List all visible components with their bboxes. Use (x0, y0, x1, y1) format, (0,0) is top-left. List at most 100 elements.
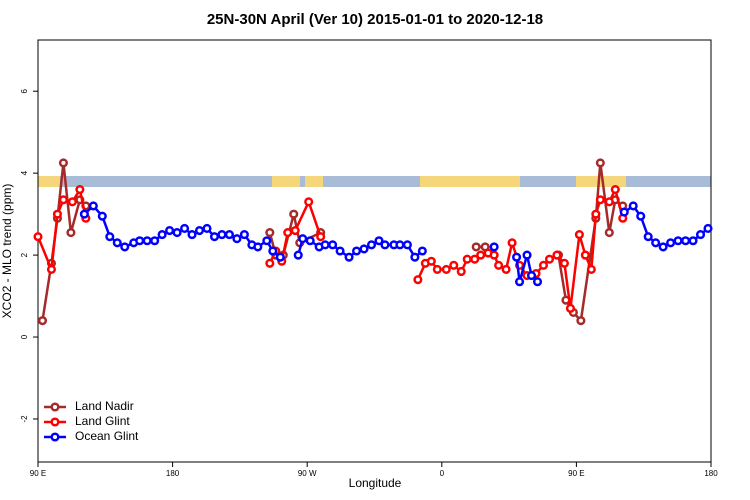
data-point (46, 264, 57, 274)
data-point (666, 238, 676, 248)
data-point (595, 158, 605, 168)
data-point (636, 211, 646, 221)
data-point (604, 197, 614, 207)
data-point (142, 236, 152, 246)
data-point (37, 316, 48, 326)
data-point (471, 242, 481, 252)
data-point (289, 209, 299, 219)
data-point (253, 242, 263, 252)
data-point (293, 250, 303, 260)
data-point (703, 223, 713, 234)
data-point (180, 223, 190, 234)
data-point (66, 228, 76, 238)
data-point (586, 264, 596, 274)
data-point (105, 232, 115, 242)
data-point (673, 236, 683, 246)
data-point (232, 234, 242, 244)
data-point (283, 228, 293, 238)
data-point (79, 209, 89, 219)
data-point (88, 201, 98, 211)
data-point (402, 240, 412, 250)
data-point (595, 195, 605, 205)
data-point (456, 266, 466, 277)
data-point (395, 240, 405, 250)
data-point (328, 240, 338, 250)
data-point (320, 240, 330, 250)
data-point (470, 254, 480, 264)
data-point (290, 225, 300, 236)
data-point (628, 201, 638, 211)
data-point (576, 316, 586, 326)
data-point (52, 209, 62, 219)
legend-marker (50, 417, 60, 427)
data-point (366, 240, 377, 250)
data-point (441, 264, 451, 274)
data-point (432, 264, 442, 274)
data-point (275, 252, 285, 262)
data-point (265, 258, 275, 268)
data-point (651, 238, 661, 248)
data-point (305, 236, 315, 246)
data-point (316, 232, 326, 242)
data-point (580, 250, 590, 260)
data-point (522, 250, 532, 260)
data-point (526, 271, 537, 281)
x-tick-label: 180 (704, 469, 718, 478)
data-point (449, 260, 459, 270)
y-tick-label: 0 (20, 334, 29, 339)
x-tick-label: 180 (166, 469, 180, 478)
data-point (157, 230, 167, 240)
data-point (380, 240, 390, 250)
data-point (494, 260, 504, 270)
data-point (489, 250, 499, 260)
data-point (681, 236, 691, 246)
data-point (224, 230, 234, 240)
data-point (512, 252, 522, 262)
legend-marker (50, 432, 60, 442)
data-point (165, 225, 175, 236)
plot-frame (37, 39, 712, 463)
series-line (416, 185, 624, 309)
data-point (120, 242, 130, 252)
data-point (410, 252, 420, 262)
data-point (172, 228, 182, 238)
data-point (268, 246, 278, 256)
legend-label: Ocean Glint (75, 429, 139, 443)
data-point (688, 236, 698, 246)
data-point (538, 260, 549, 270)
data-point (413, 275, 423, 285)
land-mask-band (38, 176, 711, 187)
legend-marker (50, 402, 60, 412)
data-point (695, 230, 706, 240)
data-point (417, 246, 427, 256)
data-point (515, 277, 525, 287)
data-point (610, 184, 620, 195)
chart-title: 25N-30N April (Ver 10) 2015-01-01 to 202… (207, 11, 543, 28)
data-point (507, 238, 517, 248)
legend-label: Land Nadir (75, 399, 134, 413)
x-tick-label: 90 E (30, 469, 46, 478)
data-point (58, 195, 68, 205)
x-tick-label: 0 (440, 469, 445, 478)
data-point (344, 252, 354, 262)
data-point (304, 197, 314, 207)
data-point (209, 232, 220, 242)
data-point (559, 258, 569, 268)
data-point (262, 236, 272, 246)
data-point (544, 254, 555, 264)
data-point (335, 246, 345, 256)
x-tick-label: 90 E (568, 469, 584, 478)
data-point (359, 244, 369, 254)
x-axis-label: Longitude (349, 476, 402, 490)
data-point (265, 228, 275, 238)
data-point (67, 197, 77, 207)
data-point (604, 228, 614, 238)
data-point (426, 256, 436, 266)
y-tick-label: -2 (20, 415, 29, 423)
data-point (501, 264, 511, 274)
legend-label: Land Glint (75, 414, 130, 428)
data-point (374, 236, 384, 246)
data-point (489, 242, 499, 252)
data-point (532, 277, 543, 287)
